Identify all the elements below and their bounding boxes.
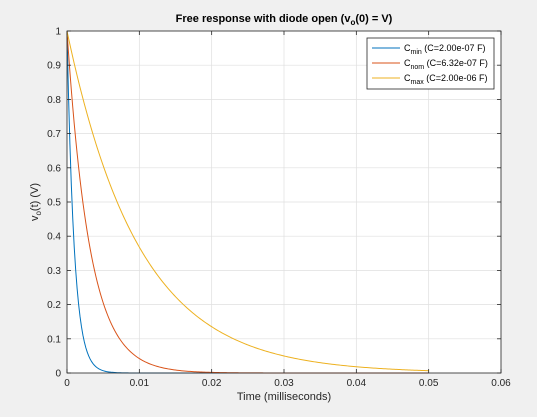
y-tick-label: 1 (55, 27, 61, 38)
y-tick-label: 0.2 (47, 300, 61, 311)
y-tick-label: 0.9 (47, 61, 61, 72)
x-tick-label: 0.04 (347, 378, 367, 389)
series-line-max (66, 30, 429, 372)
y-tick-label: 0.1 (47, 334, 61, 345)
x-axis-label: Time (milliseconds) (237, 391, 331, 403)
legend-label-nom: Cnom (C=6.32e-07 F) (404, 58, 488, 71)
x-tick-label: 0.06 (491, 378, 511, 389)
x-tick-label: 0.01 (130, 378, 150, 389)
y-tick-label: 0.5 (47, 198, 61, 209)
legend: Cmin (C=2.00e-07 F) Cnom (C=6.32e-07 F) Cm… (366, 37, 495, 90)
chart-title: Free response with diode open (vo(0) = V… (176, 13, 393, 27)
y-tick-label: 0.8 (47, 95, 61, 106)
legend-label-max: Cmax (C=2.00e-06 F) (404, 73, 488, 86)
y-axis-label: vo(t) (V) (29, 183, 43, 221)
legend-label-min: Cmin (C=2.00e-07 F) (404, 43, 486, 56)
x-tick-label: 0.03 (274, 378, 294, 389)
y-tick-label: 0.6 (47, 163, 61, 174)
x-tick-label: 0 (64, 378, 70, 389)
x-tick-label: 0.02 (202, 378, 222, 389)
y-tick-label: 0.3 (47, 266, 61, 277)
ticks: 0 0.01 0.02 0.03 0.04 0.05 0.06 0 0.1 0.2 0.3 0.4 0.… (47, 27, 511, 390)
x-tick-label: 0.05 (419, 378, 439, 389)
y-tick-label: 0.4 (47, 232, 61, 243)
y-tick-label: 0 (55, 369, 61, 380)
y-tick-label: 0.7 (47, 129, 61, 140)
